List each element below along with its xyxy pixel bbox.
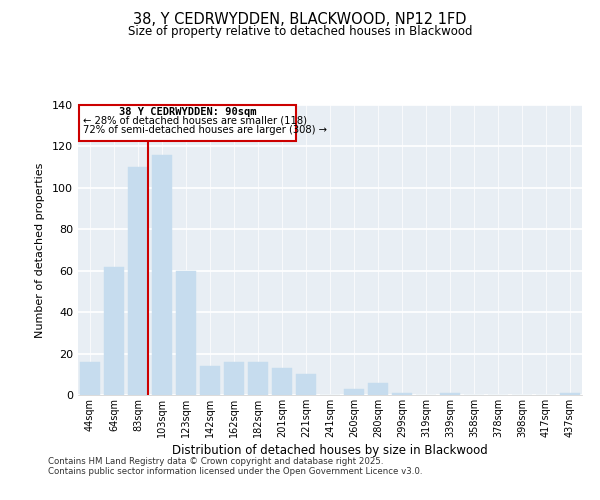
Bar bbox=[440, 393, 460, 395]
Bar bbox=[344, 389, 364, 395]
Text: ← 28% of detached houses are smaller (118): ← 28% of detached houses are smaller (11… bbox=[83, 116, 307, 126]
Bar bbox=[560, 393, 580, 395]
Bar bbox=[152, 154, 172, 395]
Bar bbox=[224, 362, 244, 395]
Bar bbox=[296, 374, 316, 395]
Bar bbox=[368, 382, 388, 395]
Bar bbox=[272, 368, 292, 395]
Bar bbox=[80, 362, 100, 395]
Text: 72% of semi-detached houses are larger (308) →: 72% of semi-detached houses are larger (… bbox=[83, 124, 327, 134]
Text: Contains public sector information licensed under the Open Government Licence v3: Contains public sector information licen… bbox=[48, 468, 422, 476]
Text: 38, Y CEDRWYDDEN, BLACKWOOD, NP12 1FD: 38, Y CEDRWYDDEN, BLACKWOOD, NP12 1FD bbox=[133, 12, 467, 28]
Text: Contains HM Land Registry data © Crown copyright and database right 2025.: Contains HM Land Registry data © Crown c… bbox=[48, 458, 383, 466]
Bar bbox=[128, 167, 148, 395]
Text: 38 Y CEDRWYDDEN: 90sqm: 38 Y CEDRWYDDEN: 90sqm bbox=[119, 107, 257, 117]
Bar bbox=[392, 393, 412, 395]
Bar bbox=[176, 270, 196, 395]
X-axis label: Distribution of detached houses by size in Blackwood: Distribution of detached houses by size … bbox=[172, 444, 488, 457]
Text: Size of property relative to detached houses in Blackwood: Size of property relative to detached ho… bbox=[128, 25, 472, 38]
Bar bbox=[248, 362, 268, 395]
Y-axis label: Number of detached properties: Number of detached properties bbox=[35, 162, 45, 338]
Bar bbox=[104, 266, 124, 395]
Bar bbox=[200, 366, 220, 395]
FancyBboxPatch shape bbox=[79, 105, 296, 141]
